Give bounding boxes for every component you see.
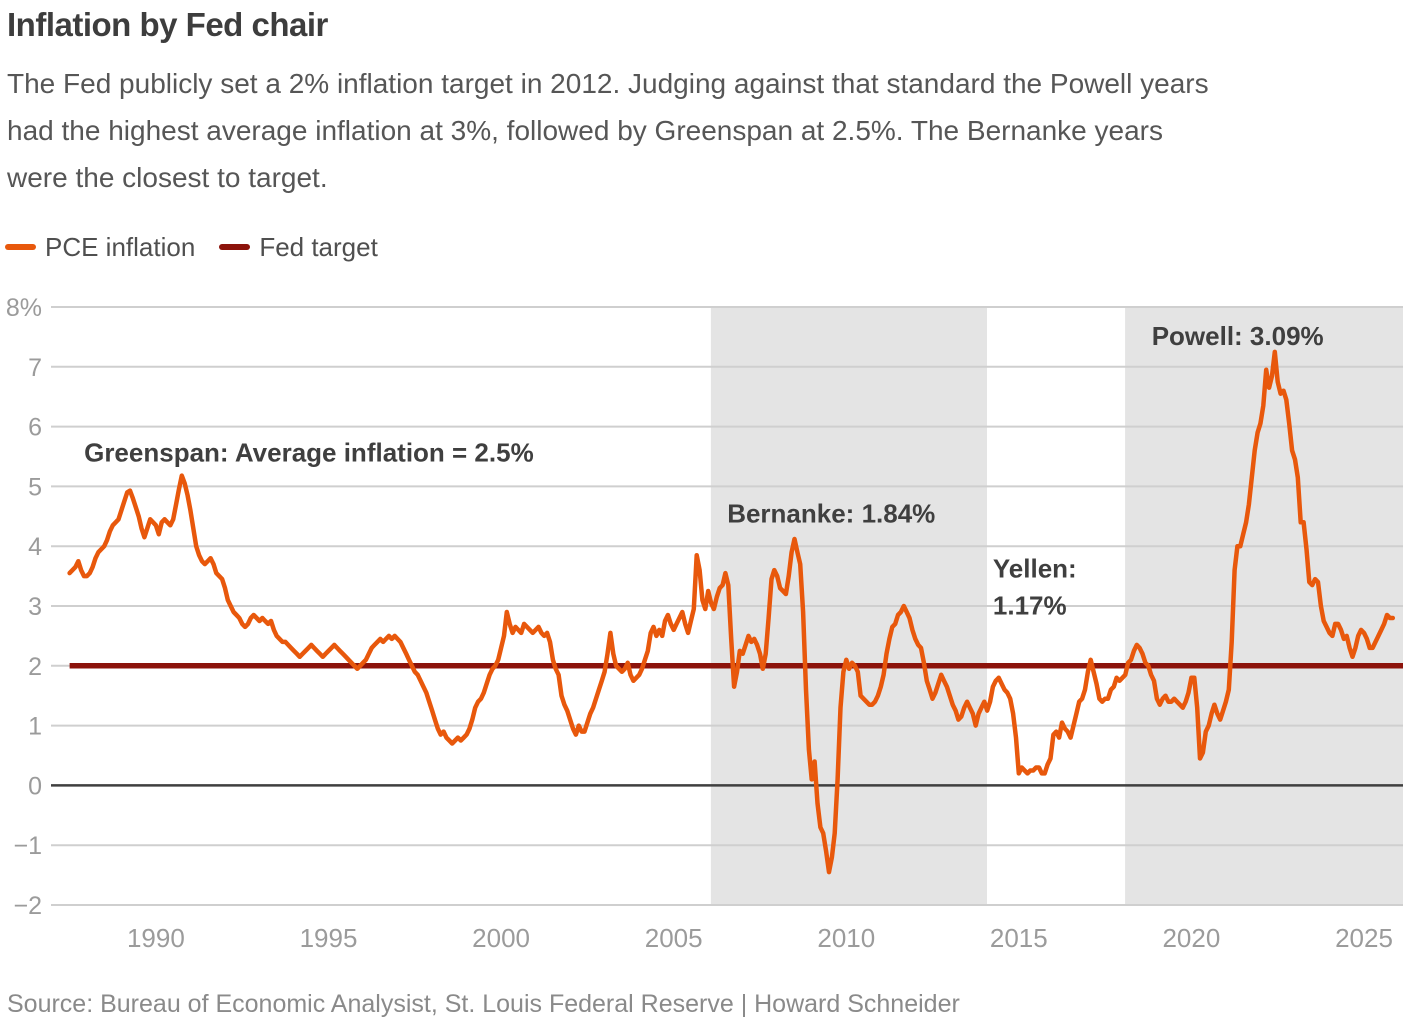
legend-label-fed-target: Fed target — [259, 231, 378, 262]
page-title: Inflation by Fed chair — [7, 6, 328, 43]
legend-label-pce-inflation: PCE inflation — [45, 231, 196, 262]
x-axis-label-2020: 2020 — [1162, 923, 1220, 953]
legend-item-fed-target: Fed target — [219, 232, 378, 263]
y-axis-label-6: 6 — [28, 414, 42, 442]
y-axis-label-1: 1 — [28, 713, 42, 741]
source-credit: Source: Bureau of Economic Analysist, St… — [7, 990, 960, 1018]
annotation-powell: Powell: 3.09% — [1152, 321, 1324, 351]
x-axis-label-1990: 1990 — [127, 923, 185, 953]
y-axis-label-0: 0 — [28, 772, 42, 800]
x-axis-label-2025: 2025 — [1335, 923, 1393, 953]
legend-item-pce-inflation: PCE inflation — [5, 232, 195, 263]
pce-inflation-swatch — [5, 244, 36, 250]
chart-subtitle: The Fed publicly set a 2% inflation targ… — [7, 60, 1209, 201]
annotation-greenspan: Greenspan: Average inflation = 2.5% — [84, 437, 534, 467]
x-axis-label-1995: 1995 — [300, 923, 358, 953]
annotation-yellen: Yellen: — [993, 553, 1077, 583]
x-axis-label-2015: 2015 — [990, 923, 1048, 953]
subtitle-line-2: had the highest average inflation at 3%,… — [7, 115, 1163, 146]
subtitle-line-1: The Fed publicly set a 2% inflation targ… — [7, 68, 1209, 99]
y-axis-label-7: 7 — [28, 354, 42, 382]
y-axis-label-−2: −2 — [13, 892, 42, 920]
chart-legend: PCE inflation Fed target — [5, 231, 378, 263]
pce-inflation-line — [67, 349, 1396, 875]
annotation-yellen: 1.17% — [993, 590, 1067, 620]
y-axis-label-8%: 8% — [6, 294, 42, 322]
y-axis-label-5: 5 — [28, 473, 42, 501]
subtitle-line-3: were the closest to target. — [7, 162, 328, 193]
x-axis-label-2005: 2005 — [645, 923, 703, 953]
y-axis-label-−1: −1 — [13, 832, 42, 860]
annotation-bernanke: Bernanke: 1.84% — [727, 498, 935, 528]
x-axis-label-2000: 2000 — [472, 923, 530, 953]
y-axis-label-2: 2 — [28, 653, 42, 681]
y-axis-label-3: 3 — [28, 593, 42, 621]
x-axis-label-2010: 2010 — [817, 923, 875, 953]
fed-target-swatch — [219, 244, 251, 250]
y-axis-label-4: 4 — [28, 533, 42, 561]
